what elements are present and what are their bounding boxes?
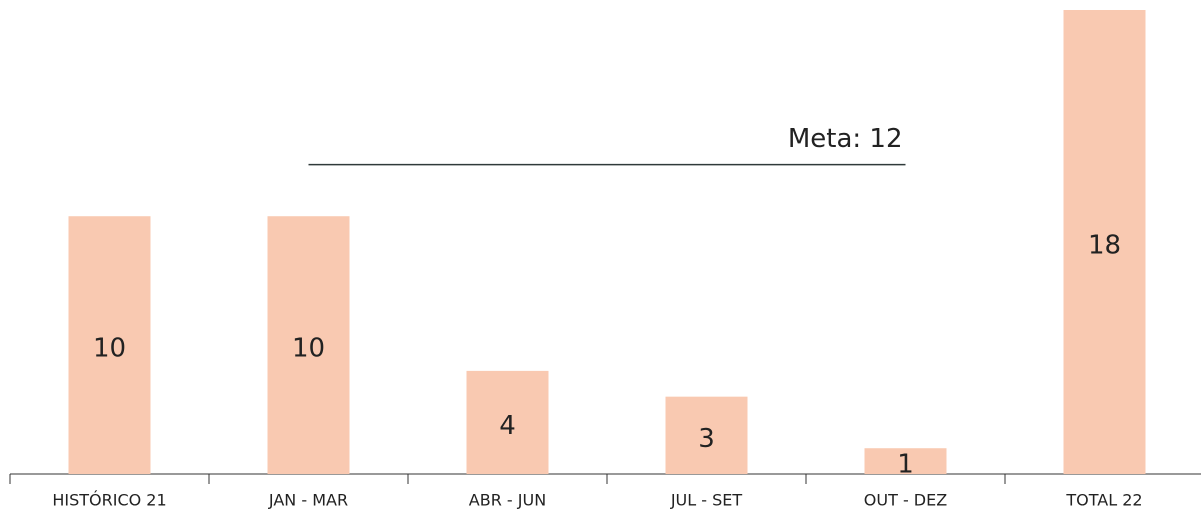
target-label: Meta: 12	[788, 124, 903, 154]
x-tick-label: TOTAL 22	[1065, 491, 1142, 510]
bar	[267, 216, 350, 474]
x-tick-label: OUT - DEZ	[864, 491, 947, 510]
bar	[466, 370, 549, 474]
bar	[1063, 10, 1146, 474]
bar	[68, 216, 151, 474]
value-label: 10	[93, 334, 126, 364]
value-label: 1	[897, 450, 914, 480]
value-label: 4	[499, 411, 516, 441]
x-tick-label: ABR - JUN	[469, 491, 546, 510]
value-label: 18	[1088, 231, 1121, 261]
bar	[864, 448, 947, 474]
x-tick-label: HISTÓRICO 21	[52, 491, 166, 510]
x-tick-label: JAN - MAR	[268, 491, 348, 510]
value-label: 10	[292, 334, 325, 364]
bar	[665, 396, 748, 474]
value-label: 3	[698, 424, 715, 454]
x-tick-label: JUL - SET	[670, 491, 743, 510]
